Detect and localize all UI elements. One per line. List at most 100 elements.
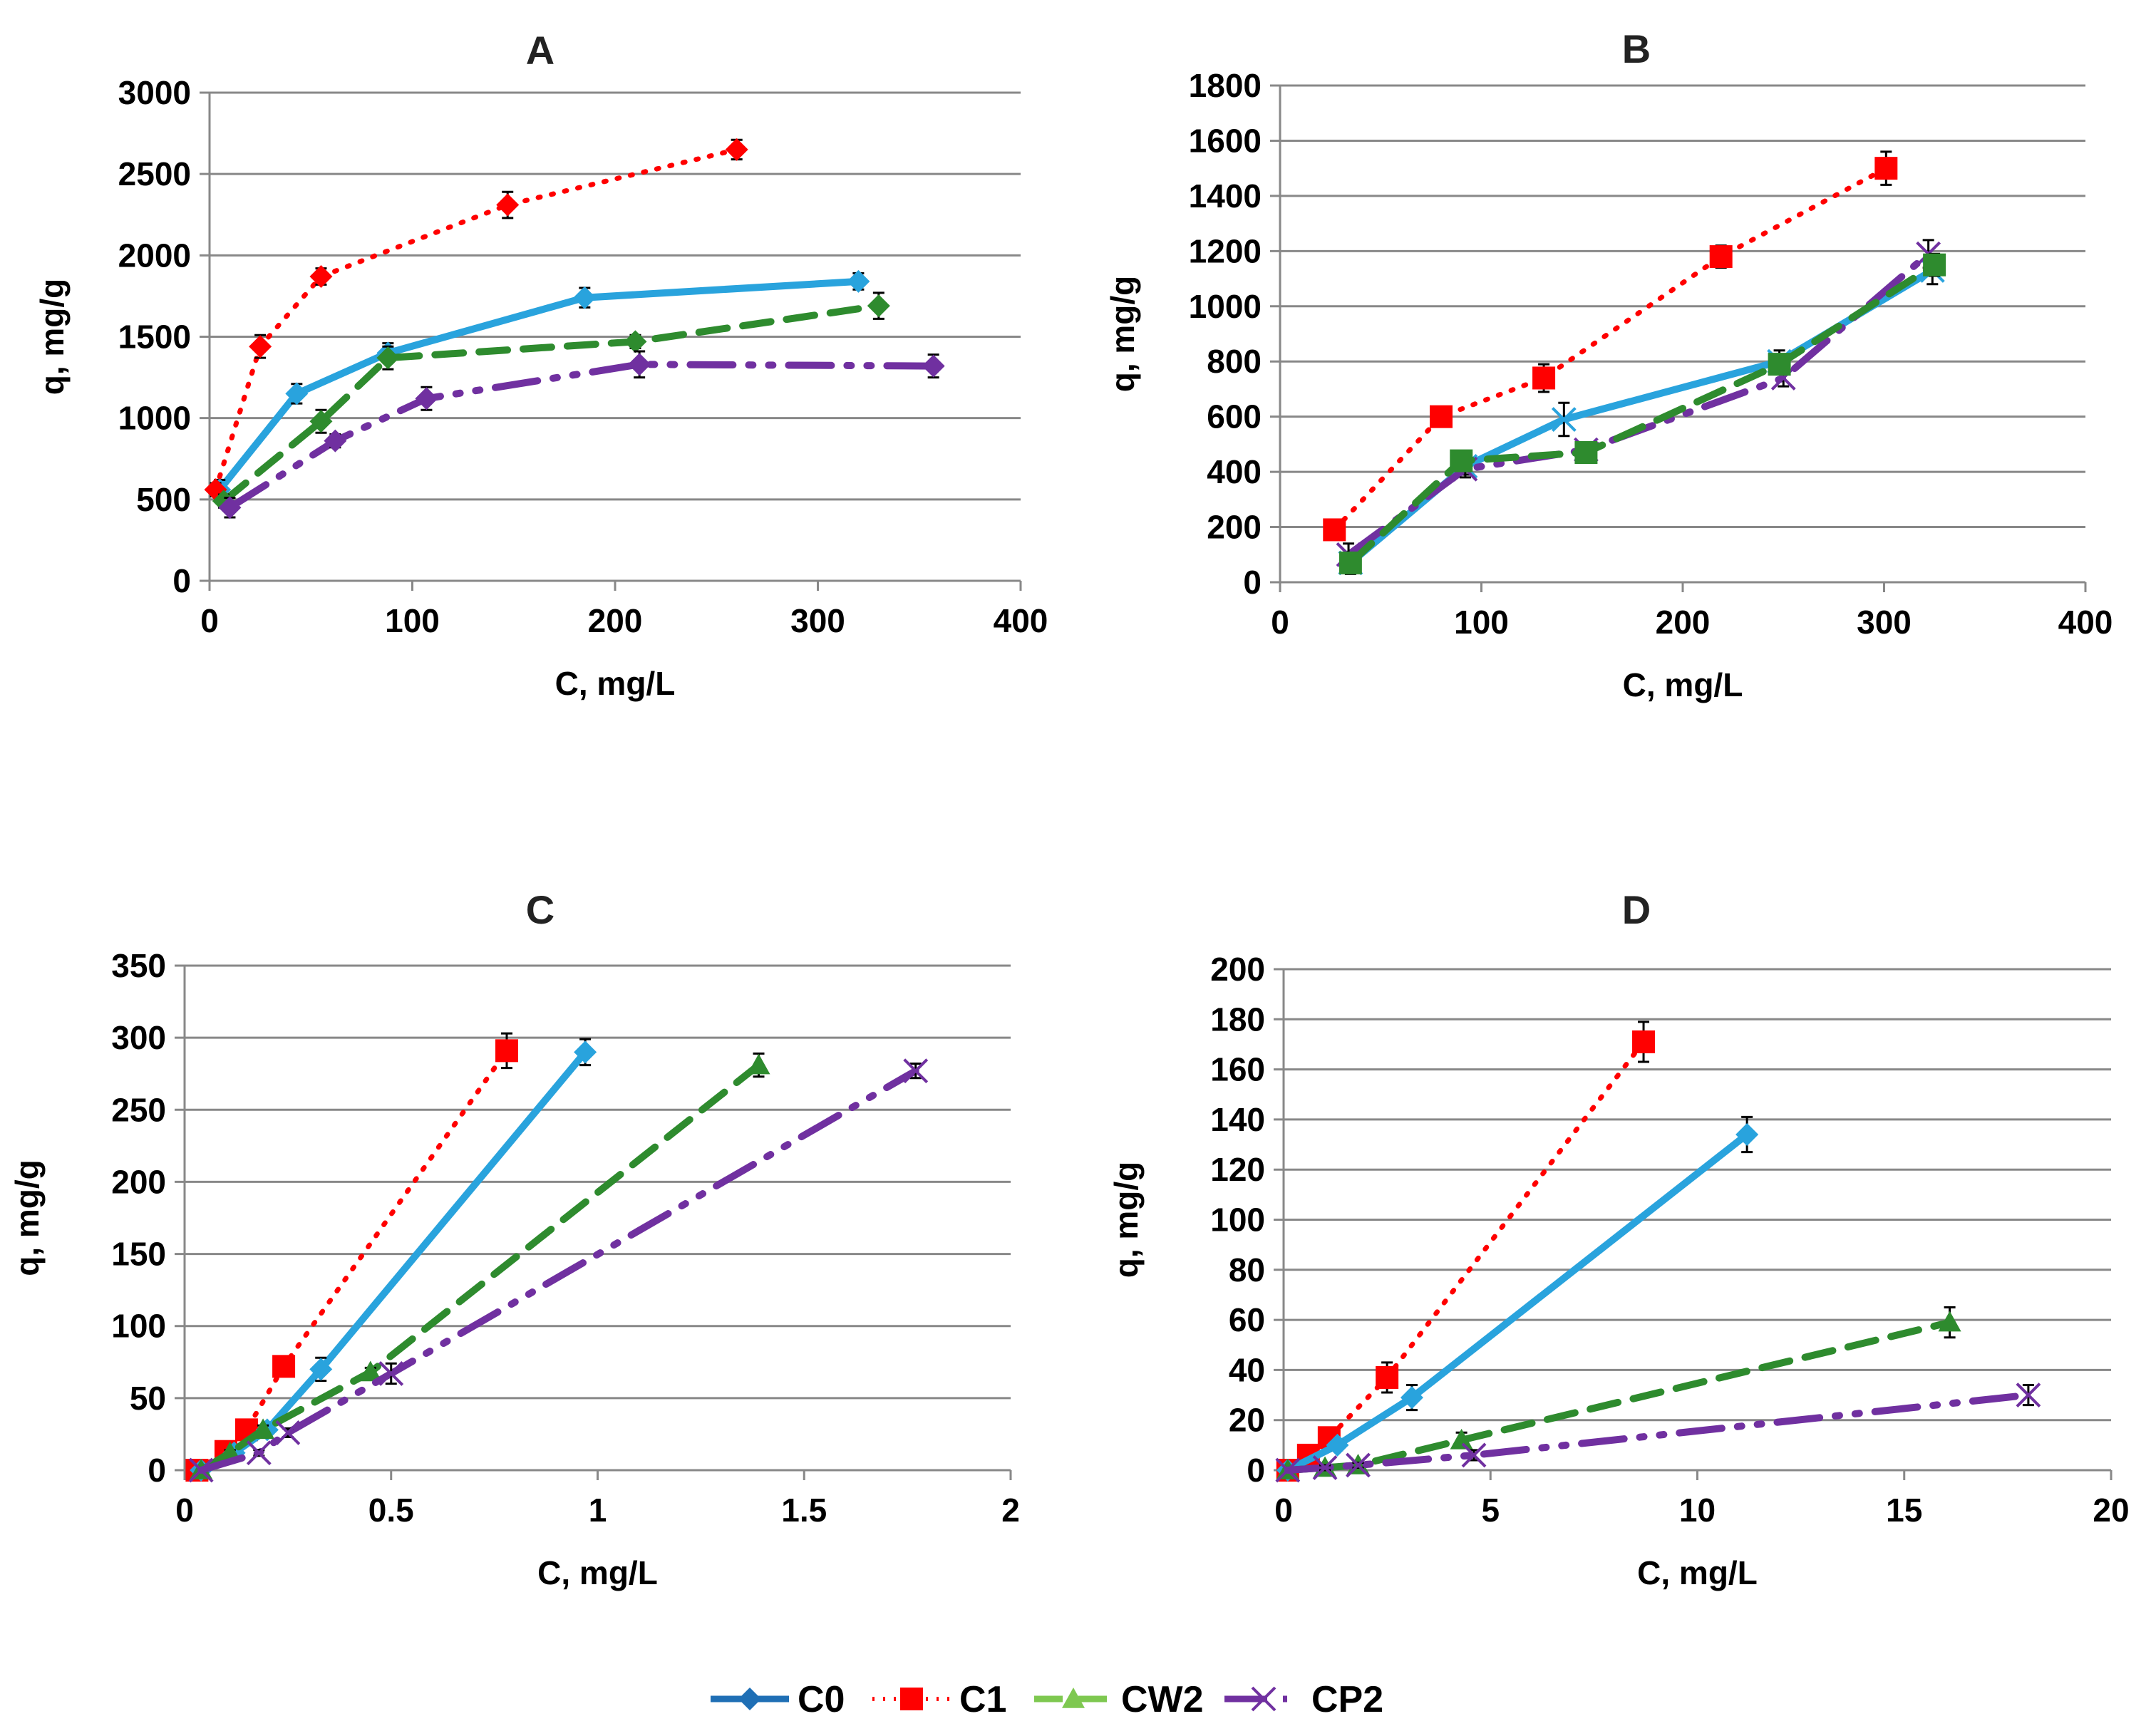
legend-marker bbox=[738, 1688, 761, 1710]
data-point-marker bbox=[1312, 1455, 1338, 1480]
data-point-marker bbox=[1346, 1452, 1371, 1478]
y-tick-label: 3000 bbox=[118, 74, 191, 111]
series-line-CP2 bbox=[197, 1067, 919, 1474]
y-tick-label: 1200 bbox=[1189, 232, 1262, 269]
y-tick-label: 0 bbox=[148, 1452, 166, 1489]
series-CW2 bbox=[1338, 252, 1946, 574]
x-tick-label: 200 bbox=[1656, 604, 1711, 641]
y-tick-label: 2500 bbox=[118, 155, 191, 192]
data-point-marker bbox=[324, 429, 347, 453]
y-tick-label: 350 bbox=[111, 947, 166, 984]
data-point-marker bbox=[847, 269, 870, 293]
y-tick-label: 1600 bbox=[1189, 122, 1262, 159]
panel-title: C bbox=[526, 887, 554, 932]
x-axis-label: C, mg/L bbox=[1637, 1554, 1758, 1591]
legend-label: CW2 bbox=[1121, 1679, 1204, 1720]
x-tick-label: 0 bbox=[175, 1492, 194, 1529]
x-tick-label: 10 bbox=[1679, 1492, 1716, 1529]
data-point-marker bbox=[376, 346, 400, 370]
legend-marker bbox=[1251, 1686, 1276, 1712]
y-tick-label: 160 bbox=[1210, 1051, 1265, 1088]
series-C0 bbox=[208, 269, 870, 502]
legend: C0 C1 CW2 CP2 bbox=[711, 1679, 1383, 1720]
data-point-marker bbox=[285, 382, 309, 405]
series-C1 bbox=[185, 1032, 519, 1482]
data-point-marker bbox=[1450, 449, 1473, 472]
series-CW2 bbox=[1276, 1306, 1961, 1479]
series-CP2 bbox=[188, 1058, 929, 1483]
x-tick-label: 200 bbox=[588, 602, 643, 639]
data-point-marker bbox=[272, 1355, 296, 1378]
data-point-marker bbox=[358, 1360, 382, 1382]
series-CP2 bbox=[1275, 1383, 2041, 1483]
series-CW2 bbox=[212, 291, 890, 513]
x-tick-label: 0 bbox=[200, 602, 219, 639]
x-tick-label: 1.5 bbox=[781, 1492, 827, 1529]
data-point-marker bbox=[922, 354, 945, 378]
x-tick-label: 400 bbox=[2058, 604, 2113, 641]
y-tick-label: 150 bbox=[111, 1236, 166, 1273]
y-axis-label: q, mg/g bbox=[1108, 1162, 1145, 1278]
y-axis-label: q, mg/g bbox=[1104, 276, 1141, 393]
y-tick-label: 1000 bbox=[1189, 288, 1262, 325]
panel-title: B bbox=[1622, 26, 1651, 71]
x-tick-label: 100 bbox=[385, 602, 440, 639]
panel-C: 0 50 100 150 200 250 300 350 0 0.5 1 1.5 2 C C, mg/L q,… bbox=[9, 887, 1020, 1591]
data-point-marker bbox=[218, 496, 242, 520]
panel-title: D bbox=[1622, 887, 1651, 932]
data-point-marker bbox=[1632, 1030, 1656, 1053]
x-tick-label: 300 bbox=[790, 602, 845, 639]
data-point-marker bbox=[309, 1358, 333, 1381]
data-point-marker bbox=[188, 1457, 214, 1483]
data-point-marker bbox=[1551, 407, 1577, 432]
data-point-marker bbox=[867, 294, 890, 318]
y-tick-label: 80 bbox=[1229, 1251, 1265, 1288]
legend-label: CP2 bbox=[1311, 1679, 1383, 1720]
y-axis-label: q, mg/g bbox=[33, 279, 71, 396]
y-tick-label: 400 bbox=[1207, 453, 1262, 490]
y-tick-label: 120 bbox=[1210, 1151, 1265, 1188]
y-tick-label: 140 bbox=[1210, 1101, 1265, 1138]
y-tick-label: 0 bbox=[1247, 1452, 1265, 1489]
y-tick-label: 0 bbox=[1243, 564, 1262, 601]
y-tick-label: 50 bbox=[130, 1380, 166, 1417]
y-tick-label: 500 bbox=[136, 481, 191, 518]
data-point-marker bbox=[495, 1039, 519, 1063]
x-tick-label: 20 bbox=[2093, 1492, 2129, 1529]
data-point-marker bbox=[1735, 1122, 1759, 1146]
y-tick-label: 600 bbox=[1207, 398, 1262, 435]
y-tick-label: 200 bbox=[1210, 951, 1265, 988]
data-point-marker bbox=[1323, 518, 1346, 542]
series-C0 bbox=[190, 1038, 597, 1482]
series-CP2 bbox=[218, 350, 945, 520]
x-axis-label: C, mg/L bbox=[1623, 666, 1743, 703]
y-tick-label: 800 bbox=[1207, 343, 1262, 380]
series-line-CP2 bbox=[1345, 250, 1932, 559]
data-point-marker bbox=[628, 353, 651, 376]
data-point-marker bbox=[252, 1418, 275, 1440]
panel-A: 0 500 1000 1500 2000 2500 3000 0 100 200 300 400 A C,… bbox=[33, 28, 1048, 702]
y-axis-label: q, mg/g bbox=[9, 1159, 46, 1276]
x-tick-label: 5 bbox=[1481, 1492, 1500, 1529]
y-tick-label: 300 bbox=[111, 1019, 166, 1056]
y-tick-label: 1800 bbox=[1189, 67, 1262, 104]
x-axis-label: C, mg/L bbox=[537, 1554, 658, 1591]
data-point-marker bbox=[378, 1361, 404, 1386]
data-point-marker bbox=[275, 1420, 301, 1445]
y-tick-label: 60 bbox=[1229, 1301, 1265, 1338]
legend-label: C0 bbox=[798, 1679, 845, 1720]
data-point-marker bbox=[1430, 405, 1453, 428]
data-point-marker bbox=[415, 387, 438, 410]
series-line-C0 bbox=[216, 277, 862, 494]
data-point-marker bbox=[1275, 1457, 1301, 1483]
y-tick-label: 1000 bbox=[118, 400, 191, 437]
series-line-C0 bbox=[1284, 1130, 1751, 1474]
data-point-marker bbox=[1532, 366, 1556, 390]
data-point-marker bbox=[496, 193, 520, 217]
data-point-marker bbox=[1450, 1428, 1473, 1450]
data-point-marker bbox=[903, 1058, 929, 1084]
x-tick-label: 400 bbox=[994, 602, 1048, 639]
x-tick-label: 100 bbox=[1454, 604, 1509, 641]
data-point-marker bbox=[309, 265, 333, 289]
